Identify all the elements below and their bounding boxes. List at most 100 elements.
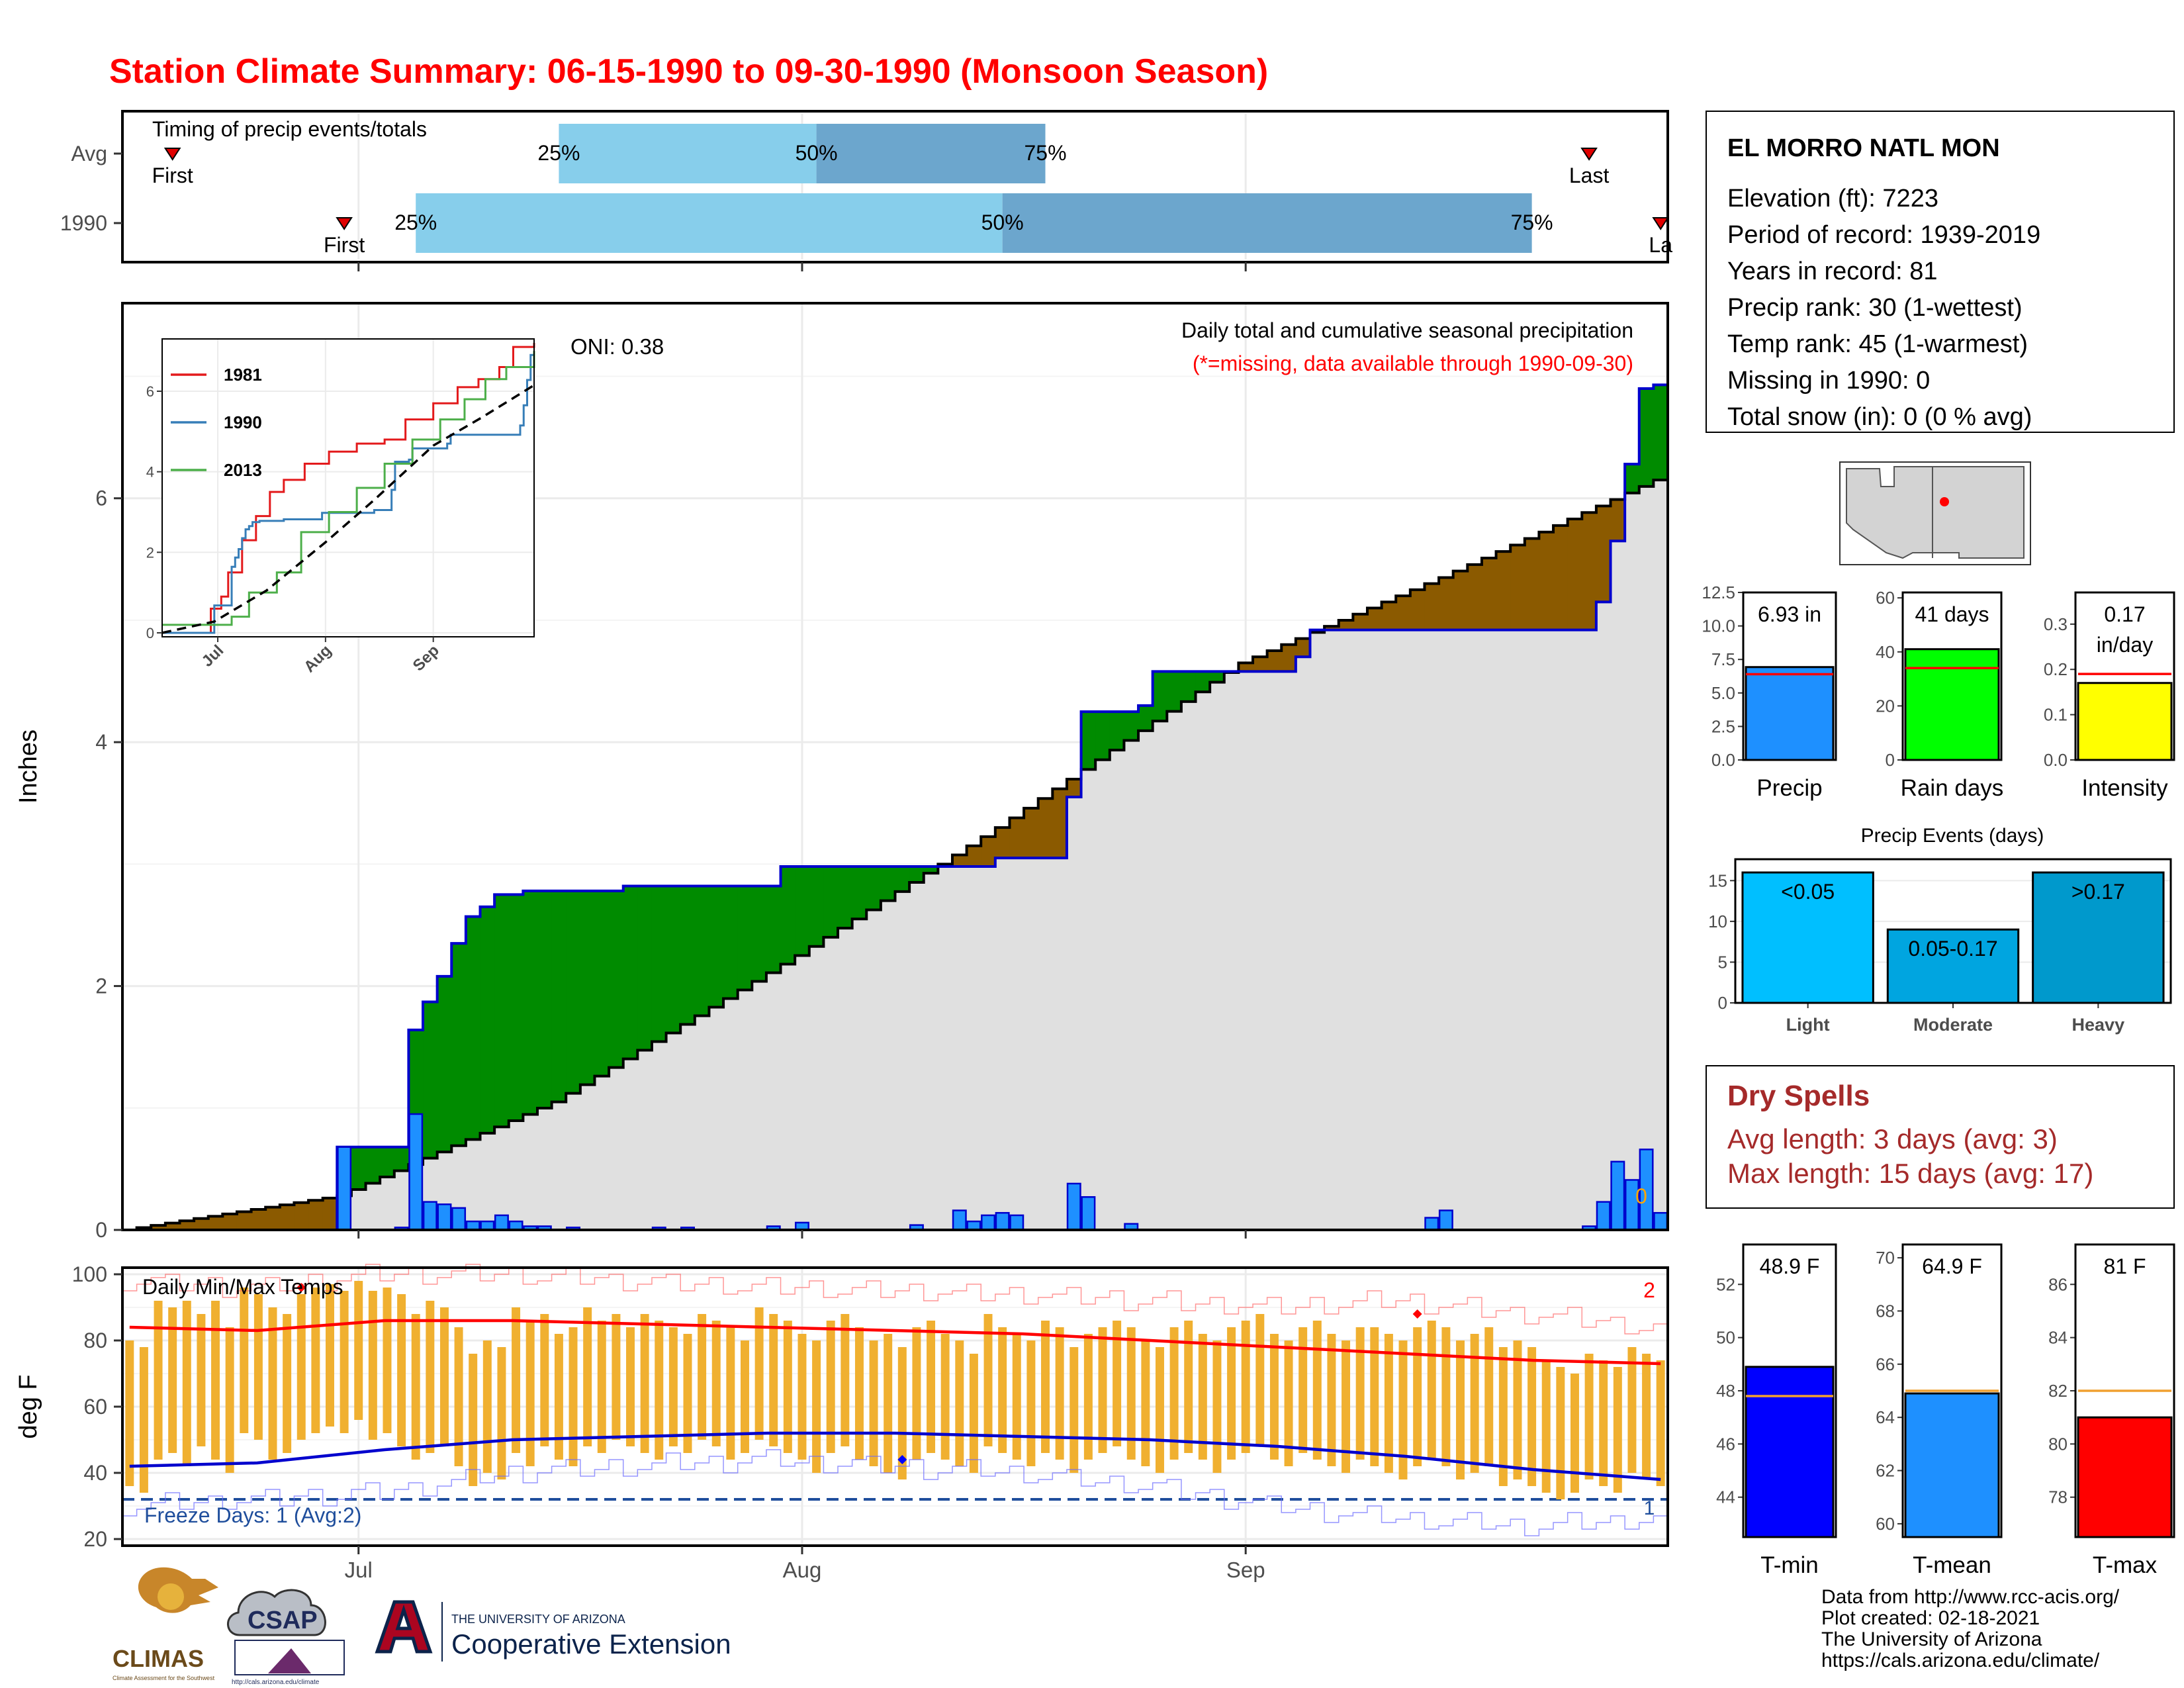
dry-spells-max: Max length: 15 days (avg: 17): [1727, 1158, 2093, 1189]
precip-daily-bars: [337, 1113, 1668, 1231]
csap-mountain-icon: [268, 1648, 311, 1673]
inset-series-line-1990: [162, 353, 535, 634]
daily-temp-bar: [1126, 1327, 1136, 1460]
daily-precip-bar: [1438, 1209, 1453, 1231]
events-ytick-label: 5: [1718, 952, 1727, 972]
below-average-area: [194, 1218, 209, 1230]
above-average-area: [523, 890, 538, 1115]
summary-ytick-label: 60: [1876, 588, 1895, 608]
inset-frame: [161, 338, 535, 637]
summary-ytick-label: 0.2: [2044, 659, 2068, 679]
precip-annotation-title: Daily total and cumulative seasonal prec…: [1181, 318, 1633, 342]
events-ytick-label: 0: [1718, 993, 1727, 1013]
below-average-area: [1610, 499, 1625, 541]
daily-precip-bar: [1424, 1217, 1439, 1231]
above-average-area: [838, 867, 853, 929]
daily-temp-bar: [125, 1340, 134, 1486]
below-average-area: [222, 1213, 238, 1230]
above-average-area: [465, 916, 481, 1140]
above-average-area: [1081, 712, 1096, 770]
daily-temp-bar: [1527, 1347, 1537, 1486]
inset-avg-line: [161, 384, 535, 634]
precip-ytick-label: 4: [95, 730, 107, 754]
footer-url: https://cals.arizona.edu/climate/: [1821, 1650, 2100, 1671]
daily-precip-bar: [1081, 1196, 1096, 1231]
daily-temp-bar: [554, 1334, 563, 1460]
above-average-area: [537, 890, 553, 1109]
record-max-point: [1412, 1309, 1422, 1319]
inset-ytick-label: 4: [146, 464, 154, 481]
daily-temp-bar: [1026, 1340, 1036, 1466]
daily-temp-bar: [253, 1294, 263, 1440]
daily-precip-bar: [494, 1214, 509, 1231]
below-average-area: [151, 1225, 166, 1230]
summary-value-tmax: 81 F: [2103, 1254, 2146, 1278]
above-average-area: [566, 890, 581, 1094]
above-average-area: [723, 886, 739, 999]
daily-temp-bar: [397, 1294, 406, 1446]
events-bar-moderate: [1886, 928, 2020, 1004]
ua-block-a-icon: [375, 1600, 433, 1654]
daily-temp-bar: [296, 1294, 306, 1440]
timing-panel: Timing of precip events/totals Avg 25% 50%…: [60, 110, 1672, 271]
summary-ytick-label: 68: [1876, 1301, 1895, 1321]
climas-logo-sun: [158, 1583, 184, 1610]
above-average-area: [380, 1147, 395, 1178]
above-average-area: [1109, 712, 1125, 751]
below-average-area: [1038, 798, 1053, 859]
csap-logo: CSAP http://cals.arizona.edu/climate: [227, 1589, 345, 1686]
summary-ytick-label: 0: [1886, 750, 1895, 770]
daily-temp-bar: [612, 1314, 621, 1440]
timing-q50-label: 50%: [796, 141, 838, 165]
below-average-area: [1539, 532, 1554, 630]
summary-ytick-label: 86: [2048, 1274, 2068, 1294]
above-average-area: [780, 867, 796, 964]
summary-ytick-label: 7.5: [1711, 649, 1735, 669]
timing-last-marker: [1652, 217, 1670, 230]
inset-legend-label-1981: 1981: [224, 365, 262, 385]
daily-temp-bar: [1656, 1360, 1665, 1486]
summary-ytick-label: 10.0: [1702, 616, 1735, 636]
precip-events-plot: 0 5 10 15 <0.05 Light 0.05-0.17 Moderate >0.17 He…: [1708, 858, 2172, 1035]
below-average-area: [308, 1200, 324, 1230]
inset-legend-label-1990: 1990: [224, 412, 262, 432]
page-title: Station Climate Summary: 06-15-1990 to 0…: [109, 52, 1268, 91]
temp-ytick-label: 20: [83, 1527, 107, 1551]
daily-temp-bar: [1441, 1327, 1451, 1466]
locator-map: [1839, 461, 2031, 565]
ua-logo-small-text: THE UNIVERSITY OF ARIZONA: [451, 1613, 625, 1626]
below-average-area: [1582, 512, 1597, 630]
below-average-area: [1467, 564, 1482, 630]
summary-ytick-label: 80: [2048, 1434, 2068, 1454]
avg-cumulative-line: [122, 479, 1668, 1231]
avg-max-line: [129, 1319, 1661, 1366]
below-average-area: [1524, 538, 1540, 630]
daily-precip-bar: [422, 1201, 437, 1231]
daily-temp-bar: [583, 1307, 592, 1446]
daily-temp-bar: [826, 1321, 835, 1453]
below-average-area: [1267, 651, 1282, 672]
timing-last-label: La: [1649, 233, 1672, 257]
events-ytick-label: 15: [1708, 870, 1727, 890]
precip-panel-frame: [121, 302, 1669, 1231]
inset-lines: [161, 343, 535, 634]
daily-precip-bar: [1596, 1201, 1611, 1231]
summary-ytick-label: 84: [2048, 1328, 2068, 1348]
below-average-area: [1052, 788, 1068, 859]
summary-frame-rain-days: [1901, 591, 2003, 761]
above-average-area: [766, 886, 782, 973]
above-average-area: [752, 886, 767, 982]
inset-series-line-1981: [162, 343, 535, 634]
daily-temp-bar: [1055, 1327, 1064, 1460]
above-average-area: [508, 894, 523, 1121]
below-average-area: [1253, 657, 1268, 672]
above-average-area: [365, 1147, 381, 1184]
summary-ytick-label: 48: [1716, 1381, 1735, 1401]
summary-ytick-label: 60: [1876, 1514, 1895, 1534]
events-bar-heavy: [2032, 871, 2165, 1004]
daily-temp-bar: [569, 1327, 578, 1466]
temp-ytick-label: 100: [72, 1262, 107, 1286]
above-average-area: [1195, 671, 1210, 692]
